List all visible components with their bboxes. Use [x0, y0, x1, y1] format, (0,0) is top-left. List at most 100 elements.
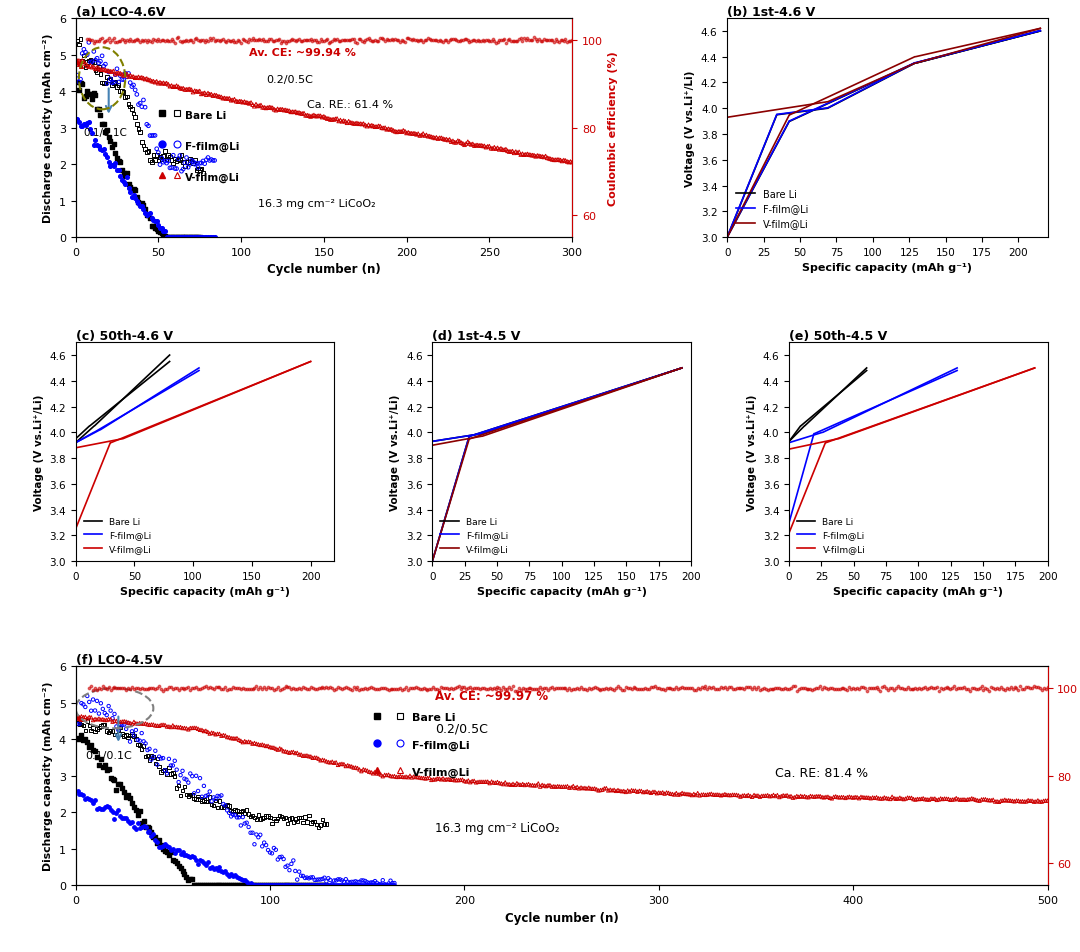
Point	[315, 870, 333, 885]
Point	[872, 684, 889, 699]
Point	[388, 769, 405, 784]
Point	[107, 68, 124, 83]
Point	[341, 33, 359, 49]
Point	[443, 135, 460, 150]
Point	[179, 849, 197, 864]
Point	[213, 800, 230, 815]
Point	[419, 770, 436, 785]
Point	[382, 878, 400, 893]
Point	[621, 784, 638, 800]
Point	[133, 681, 150, 696]
Point	[158, 76, 175, 91]
Point	[213, 728, 230, 744]
Point	[218, 878, 235, 893]
Point	[557, 681, 575, 696]
Point	[179, 775, 197, 790]
Point	[349, 36, 366, 51]
Point	[181, 683, 199, 698]
Point	[285, 744, 302, 760]
Point	[240, 878, 257, 893]
Point	[742, 680, 759, 695]
Point	[643, 785, 660, 801]
Point	[98, 123, 116, 138]
Point	[279, 744, 296, 760]
Point	[160, 751, 177, 766]
Point	[334, 873, 351, 888]
Point	[123, 190, 140, 206]
Point	[191, 163, 208, 178]
Point	[932, 681, 949, 696]
Point	[216, 34, 233, 50]
Point	[370, 878, 388, 893]
Point	[249, 807, 267, 823]
Point	[1008, 793, 1025, 808]
Point	[232, 878, 249, 893]
Point	[411, 33, 429, 49]
Point	[178, 681, 195, 696]
Point	[227, 867, 244, 883]
Point	[976, 681, 994, 696]
Point	[246, 878, 264, 893]
Point	[157, 682, 174, 697]
Point	[363, 764, 380, 780]
Point	[139, 748, 157, 764]
Point	[244, 878, 261, 893]
Point	[225, 680, 242, 695]
Point	[417, 682, 434, 697]
Point	[551, 681, 568, 696]
Point	[118, 714, 135, 729]
Point	[947, 791, 964, 806]
Point	[969, 793, 986, 808]
Point	[154, 718, 172, 733]
Point	[176, 230, 193, 246]
Point	[264, 878, 281, 893]
Point	[194, 87, 212, 102]
Point	[685, 786, 702, 802]
Point	[897, 682, 915, 697]
Point	[866, 681, 883, 696]
Point	[201, 789, 218, 804]
Point	[402, 681, 419, 696]
Point	[181, 871, 199, 886]
Point	[133, 716, 150, 731]
Point	[276, 810, 294, 825]
Point	[118, 683, 135, 698]
Point	[652, 785, 670, 801]
Point	[288, 872, 306, 887]
Point	[597, 681, 615, 696]
Point	[96, 713, 113, 728]
Point	[586, 781, 604, 796]
Point	[781, 683, 798, 698]
Point	[874, 679, 891, 694]
Point	[141, 34, 159, 50]
Point	[586, 680, 604, 695]
Point	[130, 70, 147, 86]
Point	[369, 34, 387, 50]
Point	[681, 681, 699, 696]
Point	[515, 31, 532, 47]
Point	[118, 789, 135, 804]
Point	[131, 733, 148, 748]
Point	[801, 788, 819, 803]
Point	[269, 878, 286, 893]
Point	[305, 870, 322, 885]
Point	[557, 154, 575, 169]
Point	[194, 166, 212, 181]
Point	[98, 713, 116, 728]
Text: (f) LCO-4.5V: (f) LCO-4.5V	[76, 654, 162, 666]
Point	[847, 682, 864, 697]
Point	[473, 774, 490, 789]
Point	[291, 864, 308, 880]
Point	[798, 682, 815, 697]
Point	[993, 680, 1010, 695]
Point	[143, 717, 160, 732]
Point	[543, 680, 561, 695]
Point	[442, 772, 459, 787]
Point	[636, 681, 653, 696]
Point	[234, 681, 252, 696]
Point	[558, 779, 576, 794]
Point	[565, 682, 582, 697]
Point	[368, 682, 386, 697]
Point	[175, 162, 192, 177]
Point	[175, 82, 192, 97]
